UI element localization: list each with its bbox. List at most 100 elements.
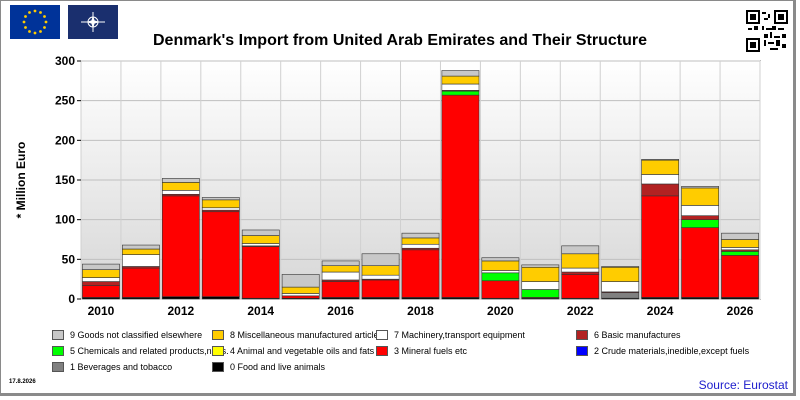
bar-segment — [521, 281, 560, 290]
legend-swatch — [52, 362, 64, 372]
x-tick-label: 2014 — [247, 304, 274, 318]
bar-segment — [321, 260, 360, 266]
bar-segment — [241, 246, 280, 299]
legend-label: 8 Miscellaneous manufactured articles — [230, 330, 384, 340]
bar-segment — [361, 265, 400, 276]
bar-segment — [321, 281, 360, 298]
bar-segment — [201, 296, 240, 300]
bar-segment — [361, 274, 400, 280]
legend-swatch — [212, 346, 224, 356]
bar-segment — [441, 70, 480, 77]
bar-segment — [281, 293, 320, 297]
legend-swatch — [52, 330, 64, 340]
legend-swatch — [376, 346, 388, 356]
nato-flag-icon — [68, 5, 118, 39]
y-tick-label: 200 — [55, 133, 75, 147]
bar-segment — [721, 251, 759, 256]
legend-item: 6 Basic manufactures — [576, 330, 681, 340]
bar-segment — [401, 243, 440, 249]
chart-title: Denmark's Import from United Arab Emirat… — [153, 32, 647, 49]
y-tick-label: 0 — [68, 292, 75, 306]
bar-segment — [681, 186, 719, 189]
bar-segment — [681, 219, 719, 228]
x-tick-label: 2016 — [327, 304, 354, 318]
x-tick-label: 2020 — [487, 304, 514, 318]
bar-segment — [82, 263, 120, 270]
legend-swatch — [576, 346, 588, 356]
source-label: Source: Eurostat — [698, 378, 788, 392]
bar-segment — [401, 237, 440, 245]
bar-segment — [241, 243, 280, 247]
bar-segment — [481, 270, 520, 274]
x-tick-label: 2010 — [88, 304, 115, 318]
legend-swatch — [212, 362, 224, 372]
legend-swatch — [212, 330, 224, 340]
legend-label: 6 Basic manufactures — [594, 330, 681, 340]
bar-segment — [401, 232, 440, 239]
bar-segment — [601, 281, 640, 293]
bar-segment — [441, 83, 480, 91]
bar-segment — [161, 296, 200, 300]
bar-segment — [441, 94, 480, 298]
y-tick-label: 150 — [55, 173, 75, 187]
bar-segment — [441, 75, 480, 85]
legend-label: 2 Crude materials,inedible,except fuels — [594, 346, 750, 356]
bar-segment — [122, 267, 160, 298]
legend-item: 1 Beverages and tobacco — [52, 362, 172, 372]
bar-segment — [201, 211, 240, 297]
bar-segment — [561, 271, 600, 275]
legend-label: 5 Chemicals and related products,n.e.s. — [70, 346, 229, 356]
bar-segment — [681, 187, 719, 206]
bar-segment — [201, 207, 240, 211]
bar-segment — [721, 232, 759, 240]
bar-segment — [82, 277, 120, 282]
bar-segment — [721, 255, 759, 298]
bar-segment — [281, 274, 320, 288]
qr-code-icon[interactable] — [746, 10, 788, 52]
bar-segment — [481, 260, 520, 271]
y-tick-label: 100 — [55, 213, 75, 227]
bar-segment — [641, 183, 680, 197]
bar-segment — [681, 227, 719, 298]
bar-segment — [82, 281, 120, 286]
bar-segment — [481, 272, 520, 282]
legend-label: 1 Beverages and tobacco — [70, 362, 173, 372]
bar-segment — [201, 197, 240, 201]
bar-segment — [241, 235, 280, 244]
legend-label: 4 Animal and vegetable oils and fats — [230, 346, 375, 356]
bar-segment — [161, 178, 200, 183]
bar-segment — [481, 257, 520, 262]
bar-segment — [321, 271, 360, 281]
bar-segment — [281, 295, 320, 299]
legend-item: 2 Crude materials,inedible,except fuels — [576, 346, 749, 356]
x-tick-label: 2012 — [168, 304, 195, 318]
x-tick-label: 2022 — [567, 304, 594, 318]
bar-segment — [481, 280, 520, 299]
bar-segment — [161, 190, 200, 195]
bar-segment — [281, 286, 320, 294]
bar-segment — [122, 244, 160, 250]
bar-segment — [161, 195, 200, 297]
bar-segment — [521, 266, 560, 282]
legend-label: 9 Goods not classified elsewhere — [70, 330, 203, 340]
bar-segment — [401, 249, 440, 298]
bar-segment — [122, 254, 160, 267]
eu-flag-icon — [10, 5, 60, 39]
bar-segment — [641, 159, 680, 161]
legend-item: 5 Chemicals and related products,n.e.s. — [52, 346, 229, 356]
x-tick-label: 2026 — [727, 304, 754, 318]
legend-item: 3 Mineral fuels etc — [376, 346, 467, 356]
bar-segment — [82, 269, 120, 278]
bar-segment — [82, 285, 120, 298]
bar-segment — [561, 267, 600, 273]
bar-segment — [681, 205, 719, 217]
bar-segment — [601, 292, 640, 299]
bar-segment — [681, 215, 719, 220]
legend-item: 8 Miscellaneous manufactured articles — [212, 330, 383, 340]
bar-segment — [641, 195, 680, 298]
date-stamp: 17.8.2026 — [9, 379, 36, 385]
bar-segment — [521, 289, 560, 298]
y-tick-label: 300 — [55, 54, 75, 68]
bar-segment — [361, 253, 400, 266]
